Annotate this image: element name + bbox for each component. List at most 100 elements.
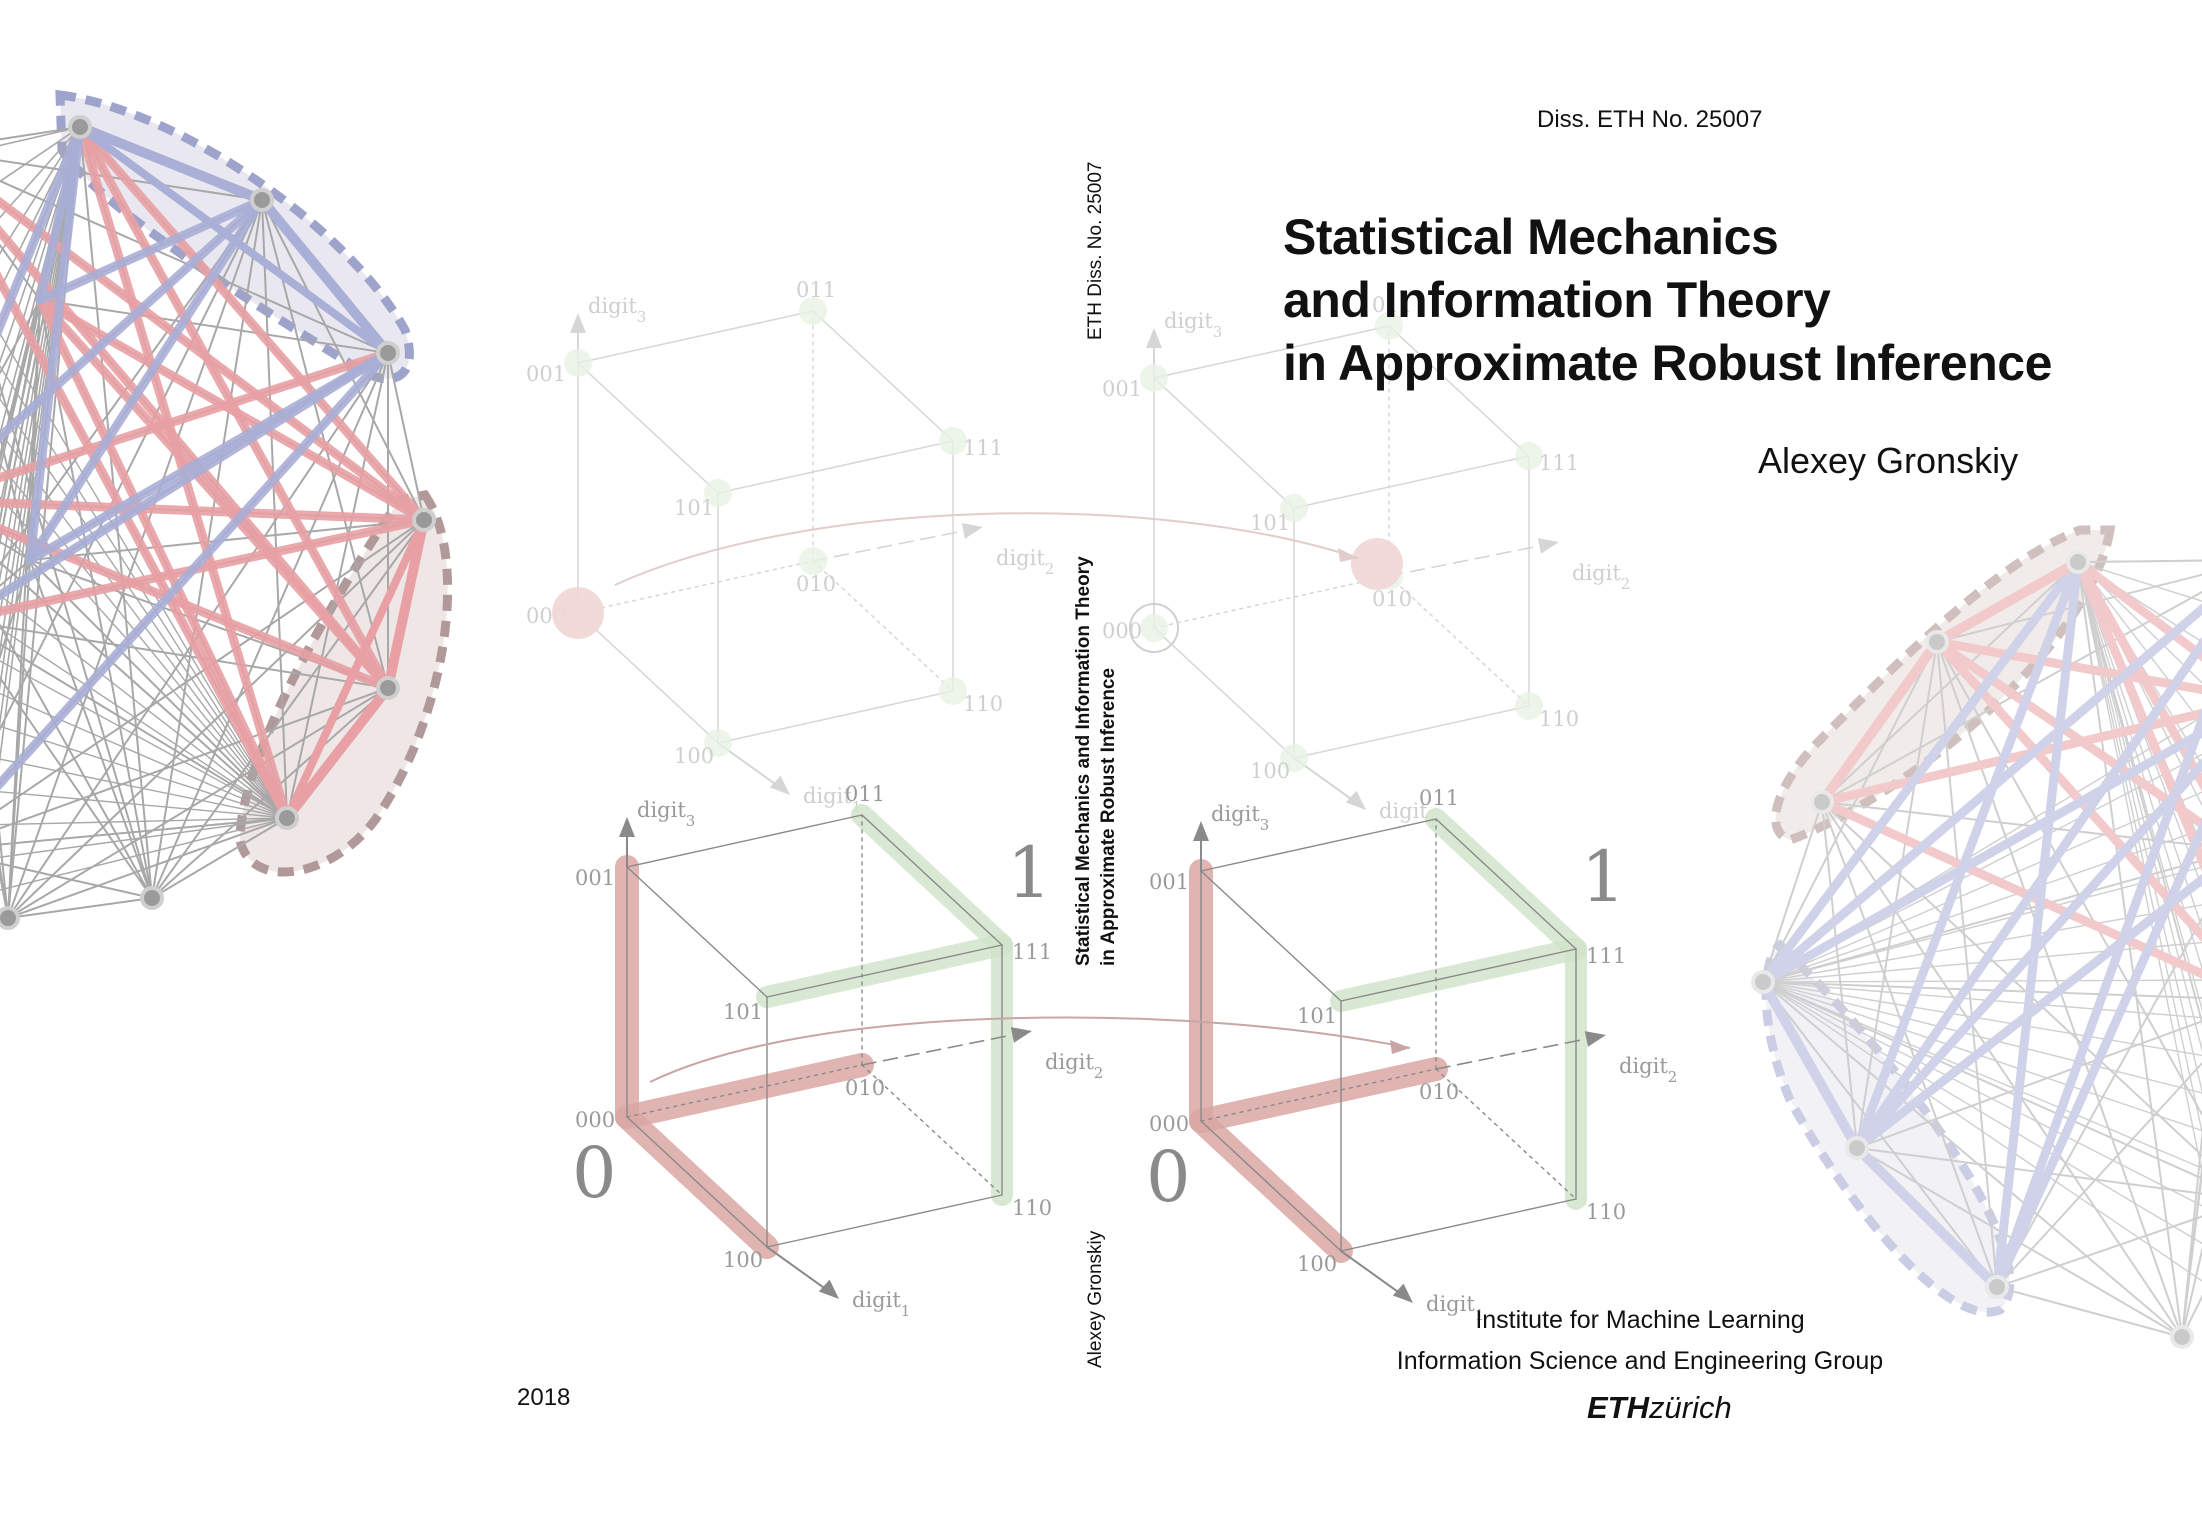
- label-100: 100: [723, 1248, 763, 1272]
- spine-title-line-2: in Approximate Robust Inference: [1098, 667, 1119, 966]
- graph-node: [412, 508, 436, 532]
- cube-edge: [812, 310, 954, 442]
- mesh-edge: [387, 352, 425, 521]
- author-name: Alexey Gronskiy: [1758, 440, 2019, 481]
- red-edge: [1932, 557, 2083, 647]
- cube-edge-hidden: [1200, 1068, 1437, 1122]
- mesh-edge: [0, 758, 288, 819]
- mesh-edge: [1762, 981, 2202, 1019]
- label-110: 110: [1012, 1196, 1052, 1220]
- mesh-edge: [7, 897, 153, 919]
- label-111: 111: [1539, 451, 1579, 475]
- dissertation-number: Diss. ETH No. 25007: [1537, 106, 1763, 133]
- mesh-edge: [7, 199, 263, 919]
- right-network-graph: [1751, 525, 2202, 1349]
- red-edge: [2073, 557, 2202, 873]
- mesh-edge: [1762, 981, 2202, 1180]
- mesh-edge: [151, 519, 425, 899]
- label-101: 101: [1297, 1004, 1337, 1028]
- mesh-edge: [0, 126, 81, 619]
- mesh-edge: [39, 299, 389, 354]
- label-011: 011: [1419, 786, 1459, 810]
- hypercube-diagrams: 000001010011100101110111digit3digit1digi…: [526, 278, 1677, 1324]
- graph-node: [2170, 1325, 2194, 1349]
- mesh-edge: [0, 817, 288, 858]
- label-101: 101: [674, 496, 714, 520]
- red-edge: [0, 271, 292, 823]
- label-101: 101: [723, 1000, 763, 1024]
- arrow-head: [1146, 328, 1162, 348]
- blue-edge: [1852, 1143, 2002, 1292]
- mesh-edge: [1856, 1020, 2202, 1149]
- mesh-edge: [1821, 801, 2183, 1338]
- arrow-head: [1537, 538, 1559, 554]
- graph-node: [2066, 550, 2090, 574]
- blue-edge: [1992, 707, 2202, 1292]
- vertex-dot: [1375, 312, 1403, 340]
- axis-label-digit3: digit3: [637, 798, 695, 830]
- label-110: 110: [963, 692, 1003, 716]
- blue-edge: [1852, 873, 2202, 1153]
- mesh-edge: [1762, 801, 1823, 983]
- blue-edge: [1758, 557, 2083, 987]
- label-001: 001: [1102, 377, 1142, 401]
- arrow-head: [570, 313, 586, 333]
- axis-label-digit3: digit3: [1211, 802, 1269, 834]
- label-111: 111: [1586, 944, 1626, 968]
- spine-dissertation-number: ETH Diss. No. 25007: [1085, 161, 1106, 340]
- arrow-head: [1584, 1031, 1606, 1047]
- cube-edge: [626, 1116, 768, 1248]
- mesh-edge: [0, 519, 425, 811]
- mesh-edge: [0, 623, 153, 899]
- mesh-edge: [1762, 979, 2202, 983]
- cluster-blob-brown: [1771, 525, 2116, 845]
- mesh-edge: [0, 594, 288, 819]
- eth-zurich-logo: ETHzürich: [1587, 1390, 1732, 1426]
- red-edge: [2073, 557, 2202, 662]
- title-line-3: in Approximate Robust Inference: [1283, 335, 2052, 391]
- cube-edge-hidden: [1435, 1068, 1577, 1200]
- mesh-edge: [0, 126, 81, 255]
- red-edge: [0, 498, 429, 525]
- blue-edge: [0, 348, 393, 791]
- graph-node: [1925, 630, 1949, 654]
- blue-edge: [257, 195, 393, 358]
- cube-edge: [717, 440, 954, 494]
- path-green: [1425, 808, 1587, 1210]
- big-zero: 0: [572, 1132, 617, 1214]
- red-edge: [1932, 637, 2202, 943]
- cube-edge: [577, 612, 719, 744]
- mesh-edge: [1762, 981, 2202, 1282]
- axis-subscript: 2: [1621, 575, 1631, 593]
- cube-edge-hidden: [861, 1064, 1003, 1196]
- vertex-dot: [799, 297, 827, 325]
- arrow-head: [1345, 790, 1366, 810]
- blue-edge: [76, 123, 392, 357]
- vertex-dot: [939, 427, 967, 455]
- blue-edge: [1758, 727, 2202, 987]
- blue-edge: [25, 122, 85, 565]
- graph-node: [376, 341, 400, 365]
- blue-edge: [1852, 757, 2202, 1153]
- vertex-dot: [564, 349, 592, 377]
- arrow-head: [1010, 1027, 1032, 1043]
- axis-digit2: [861, 1034, 1013, 1066]
- graph-node: [68, 115, 92, 139]
- blue-edge: [0, 348, 393, 601]
- axis-label-digit2: digit2: [1045, 1050, 1103, 1082]
- transition-arc-top: [614, 512, 1359, 586]
- mesh-edge: [1996, 916, 2202, 1288]
- title-line-1: Statistical Mechanics: [1283, 209, 1779, 265]
- label-010: 010: [796, 572, 836, 596]
- mesh-edge: [1856, 1147, 2202, 1195]
- red-edge: [1817, 637, 1942, 807]
- cube-edge: [717, 690, 954, 744]
- label-010: 010: [845, 1076, 885, 1100]
- title-line-2: and Information Theory: [1283, 272, 1831, 328]
- mesh-edge: [1821, 590, 2202, 803]
- label-001: 001: [575, 866, 615, 890]
- logo-bold-part: ETH: [1587, 1390, 1649, 1425]
- spine-title: Statistical Mechanics and Information Th…: [1071, 556, 1121, 966]
- graph-node: [1845, 1136, 1869, 1160]
- mesh-edge: [0, 365, 288, 819]
